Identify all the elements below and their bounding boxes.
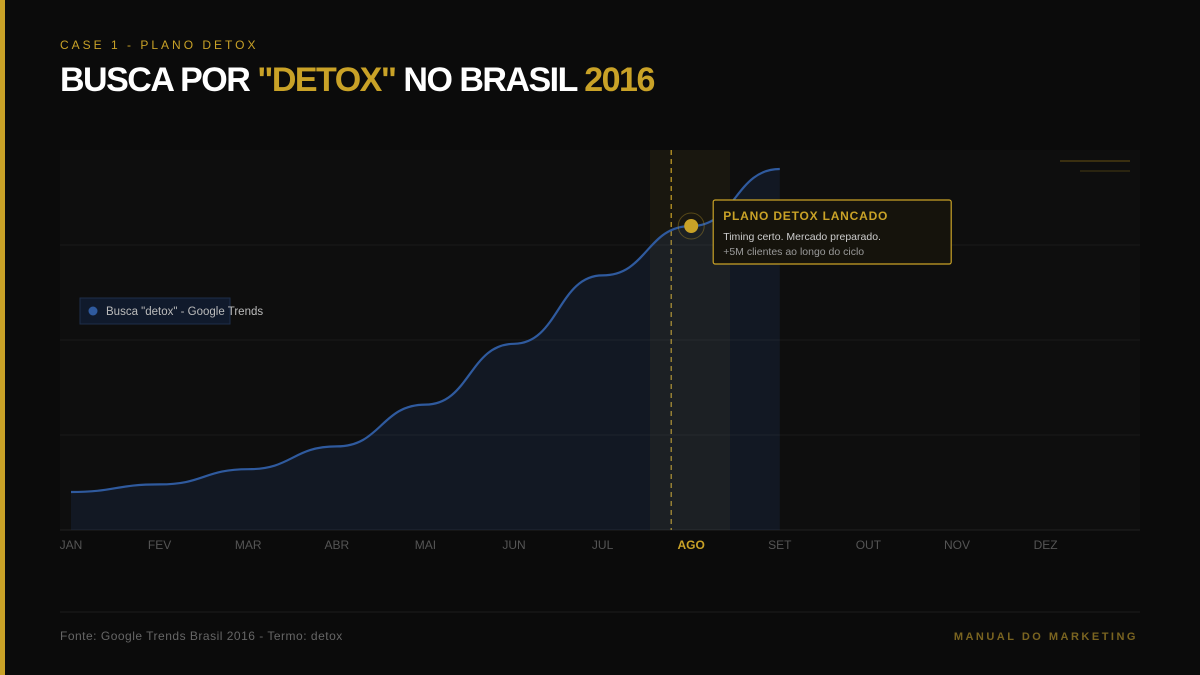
brand: MANUAL DO MARKETING	[954, 631, 1138, 643]
marker	[684, 219, 699, 233]
x-tick-label: JUL	[592, 538, 614, 552]
title-part: "DETOX"	[257, 61, 395, 99]
x-tick-label: JAN	[60, 538, 83, 552]
legend-box	[79, 297, 231, 325]
x-tick-label: ABR	[324, 538, 349, 552]
title-part: NO BRASIL	[395, 61, 584, 99]
x-tick-label: JUN	[502, 538, 525, 552]
x-tick-label: DEZ	[1034, 538, 1058, 552]
area	[71, 169, 780, 530]
accent-bar	[0, 0, 5, 675]
slide-title: BUSCA POR "DETOX" NO BRASIL 2016	[60, 61, 654, 99]
annotation-line: Timing certo. Mercado preparado.	[723, 231, 881, 243]
x-tick-label: NOV	[944, 538, 970, 552]
grid	[60, 244, 1140, 531]
line	[70, 167, 780, 494]
title-part: BUSCA POR	[60, 61, 257, 99]
legend-swatch	[88, 306, 98, 316]
marker-halo	[677, 212, 705, 240]
x-tick-label: MAI	[415, 538, 436, 552]
legend-label: Busca "detox" - Google Trends	[106, 306, 263, 318]
x-tick-label: OUT	[856, 538, 882, 552]
annotation-box	[712, 199, 952, 265]
title-part: 2016	[584, 61, 654, 99]
x-tick-label: AGO	[678, 538, 705, 552]
x-tick-label: FEV	[148, 538, 171, 552]
x-tick-label: MAR	[235, 538, 262, 552]
x-tick-label: SET	[768, 538, 792, 552]
source: Fonte: Google Trends Brasil 2016 - Termo…	[60, 629, 343, 643]
annotation-line: +5M clientes ao longo do ciclo	[723, 246, 864, 258]
annotation-title: PLANO DETOX LANCADO	[723, 209, 888, 223]
kicker: CASE 1 - PLANO DETOX	[60, 38, 259, 52]
